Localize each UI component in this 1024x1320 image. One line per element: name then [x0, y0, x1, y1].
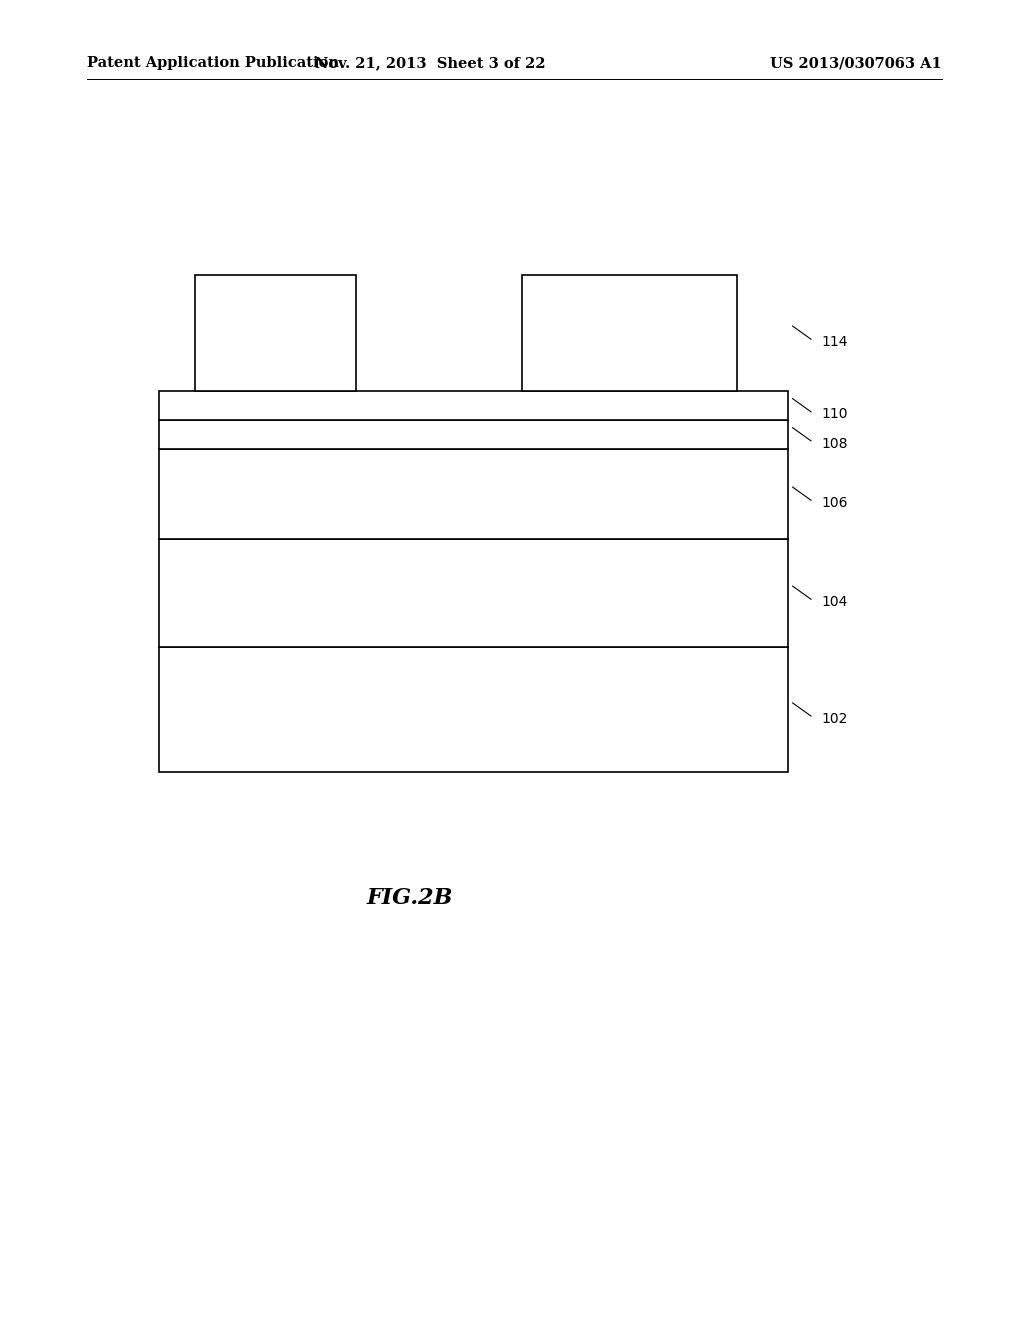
Text: Nov. 21, 2013  Sheet 3 of 22: Nov. 21, 2013 Sheet 3 of 22	[314, 57, 546, 70]
Text: 114: 114	[821, 335, 848, 348]
Bar	[159, 420, 788, 449]
Text: Patent Application Publication: Patent Application Publication	[87, 57, 339, 70]
Text: 110: 110	[821, 408, 848, 421]
Bar	[159, 539, 788, 647]
Text: FIG.2B: FIG.2B	[367, 887, 453, 908]
Text: 104: 104	[821, 595, 848, 609]
Bar	[159, 647, 788, 772]
Bar	[522, 275, 737, 391]
Bar	[195, 275, 356, 391]
Text: 102: 102	[821, 711, 848, 726]
Bar	[159, 449, 788, 539]
Text: US 2013/0307063 A1: US 2013/0307063 A1	[770, 57, 942, 70]
Bar	[159, 391, 788, 420]
Text: 106: 106	[821, 496, 848, 510]
Text: 108: 108	[821, 437, 848, 450]
